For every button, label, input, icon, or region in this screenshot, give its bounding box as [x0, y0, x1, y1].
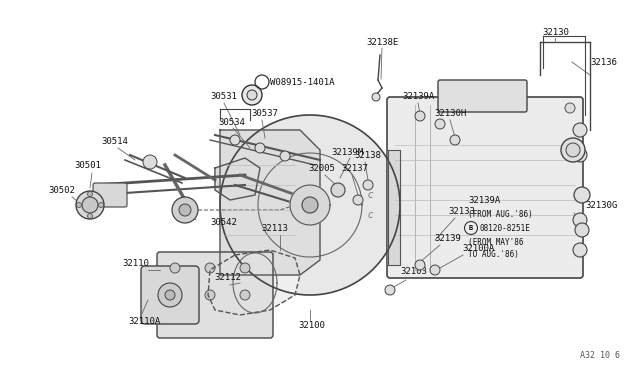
- Text: 32139: 32139: [435, 234, 461, 243]
- Circle shape: [415, 260, 425, 270]
- Text: 32130G: 32130G: [585, 201, 617, 209]
- Text: 32138: 32138: [355, 151, 381, 160]
- Text: TO AUG.'86): TO AUG.'86): [468, 250, 519, 260]
- Circle shape: [170, 290, 180, 300]
- Circle shape: [230, 135, 240, 145]
- Polygon shape: [220, 130, 320, 275]
- Text: 30502: 30502: [49, 186, 76, 195]
- Polygon shape: [220, 115, 400, 295]
- Circle shape: [574, 187, 590, 203]
- Text: 32133: 32133: [449, 206, 476, 215]
- Text: 32112: 32112: [214, 273, 241, 282]
- Circle shape: [77, 202, 81, 208]
- Circle shape: [88, 192, 93, 196]
- Circle shape: [247, 90, 257, 100]
- Text: A32 10 6: A32 10 6: [580, 351, 620, 360]
- Circle shape: [450, 135, 460, 145]
- Text: 32103: 32103: [401, 267, 428, 276]
- Circle shape: [205, 263, 215, 273]
- Polygon shape: [208, 250, 300, 315]
- Circle shape: [99, 202, 104, 208]
- Circle shape: [280, 151, 290, 161]
- Circle shape: [575, 223, 589, 237]
- FancyBboxPatch shape: [157, 252, 273, 338]
- Text: 32139A: 32139A: [402, 92, 434, 100]
- Circle shape: [158, 283, 182, 307]
- Text: 32110: 32110: [123, 259, 149, 267]
- Text: 32136: 32136: [590, 58, 617, 67]
- Text: 30514: 30514: [102, 137, 129, 145]
- Circle shape: [566, 143, 580, 157]
- Text: (FROM AUG.'86): (FROM AUG.'86): [468, 209, 532, 218]
- Text: c: c: [367, 190, 372, 200]
- Circle shape: [205, 290, 215, 300]
- Polygon shape: [290, 185, 330, 225]
- Circle shape: [415, 111, 425, 121]
- Text: B: B: [469, 225, 473, 231]
- Text: 32110A: 32110A: [128, 317, 160, 327]
- FancyBboxPatch shape: [141, 266, 199, 324]
- Circle shape: [242, 85, 262, 105]
- FancyBboxPatch shape: [387, 97, 583, 278]
- Text: 32113: 32113: [262, 224, 289, 232]
- FancyBboxPatch shape: [93, 183, 127, 207]
- Polygon shape: [215, 158, 260, 200]
- Circle shape: [165, 290, 175, 300]
- FancyBboxPatch shape: [438, 80, 527, 112]
- Circle shape: [82, 197, 98, 213]
- Text: 32139A: 32139A: [468, 196, 500, 205]
- Text: 32100: 32100: [299, 321, 325, 330]
- Text: 30501: 30501: [75, 160, 101, 170]
- Circle shape: [240, 290, 250, 300]
- Text: 32005: 32005: [308, 164, 335, 173]
- Circle shape: [170, 263, 180, 273]
- Polygon shape: [388, 150, 400, 265]
- Circle shape: [179, 204, 191, 216]
- Text: 30534: 30534: [219, 118, 245, 126]
- Circle shape: [302, 197, 318, 213]
- Circle shape: [372, 93, 380, 101]
- Circle shape: [353, 195, 363, 205]
- Circle shape: [331, 183, 345, 197]
- Text: c: c: [367, 210, 372, 220]
- Text: 32137: 32137: [342, 164, 369, 173]
- Text: (FROM MAY'86: (FROM MAY'86: [468, 237, 524, 247]
- Circle shape: [363, 180, 373, 190]
- Circle shape: [565, 103, 575, 113]
- Text: 32130: 32130: [543, 28, 570, 36]
- Circle shape: [76, 191, 104, 219]
- Text: 08120-8251E: 08120-8251E: [480, 224, 531, 232]
- Text: 32139M: 32139M: [331, 148, 363, 157]
- Circle shape: [172, 197, 198, 223]
- Text: 30537: 30537: [252, 109, 278, 118]
- Text: W08915-1401A: W08915-1401A: [270, 77, 335, 87]
- Circle shape: [435, 119, 445, 129]
- Circle shape: [240, 263, 250, 273]
- Text: 30531: 30531: [211, 92, 237, 100]
- Circle shape: [573, 148, 587, 162]
- Circle shape: [255, 143, 265, 153]
- Circle shape: [143, 155, 157, 169]
- Text: 32138E: 32138E: [366, 38, 398, 46]
- Circle shape: [573, 213, 587, 227]
- Circle shape: [385, 285, 395, 295]
- Text: 30542: 30542: [210, 218, 237, 227]
- Circle shape: [573, 123, 587, 137]
- Circle shape: [430, 265, 440, 275]
- Circle shape: [573, 243, 587, 257]
- Circle shape: [88, 214, 93, 218]
- Circle shape: [561, 138, 585, 162]
- Text: 32100A: 32100A: [462, 244, 494, 253]
- Text: 32130H: 32130H: [434, 109, 466, 118]
